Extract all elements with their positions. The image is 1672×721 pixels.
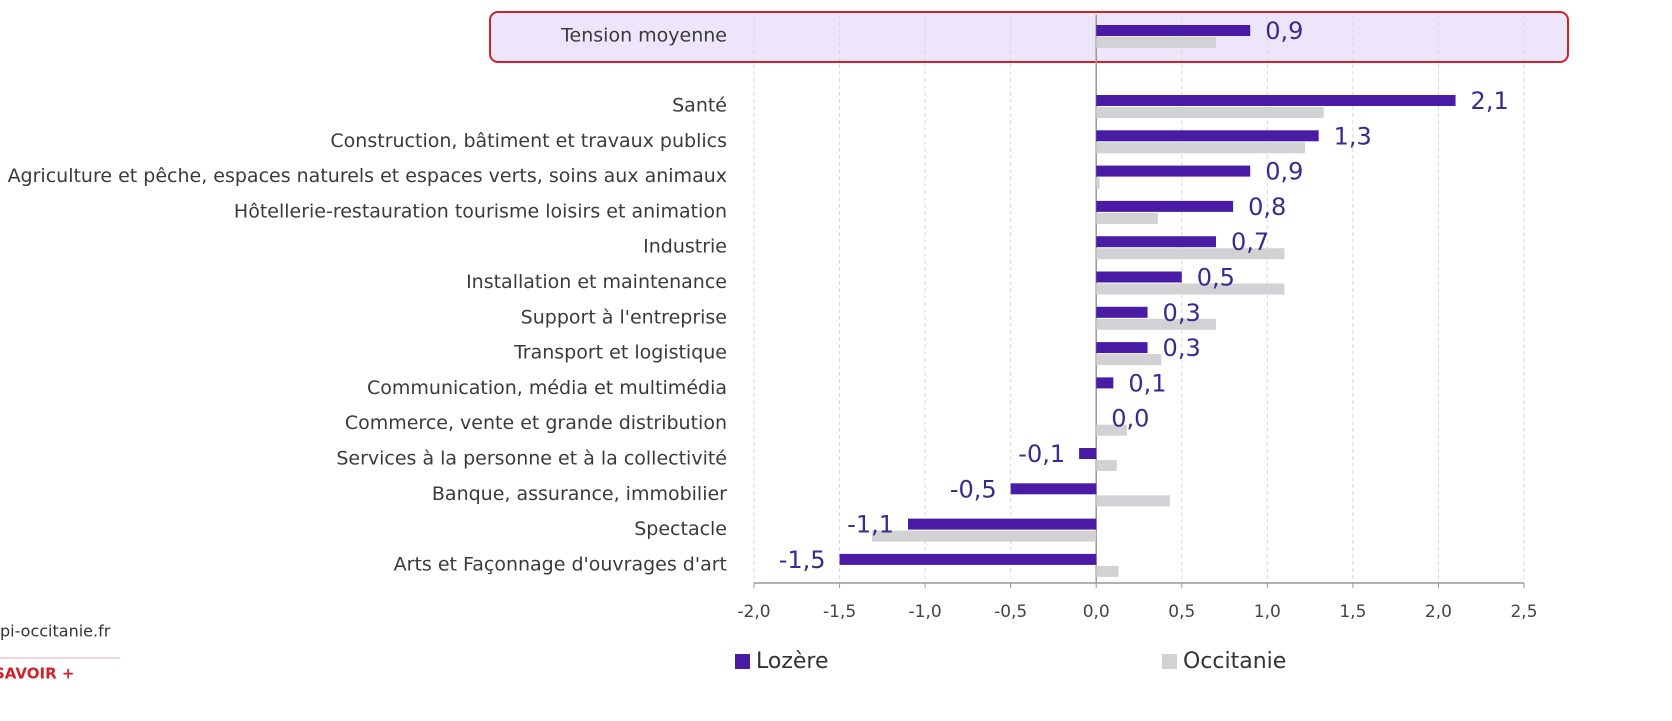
bar [1096,424,1128,436]
category-label: Construction, bâtiment et travaux public… [330,130,727,152]
value-label: -0,5 [950,475,997,503]
bar [1096,283,1285,295]
bar [908,518,1097,530]
x-tick-label: -2,0 [737,602,770,622]
bar [1096,212,1158,224]
value-label: 0,3 [1163,334,1201,362]
footer-site: pi-occitanie.fr [0,622,111,641]
x-tick-label: 0,0 [1083,602,1110,622]
value-label: 1,3 [1334,122,1372,150]
bar [1096,95,1456,106]
category-label: Support à l'entreprise [521,306,727,328]
legend-label: Lozère [756,649,829,674]
bar [1096,200,1234,212]
bar [1096,565,1119,577]
category-label: Tension moyenne [560,25,727,47]
x-tick-label: -0,5 [994,602,1027,622]
value-label: 0,0 [1111,405,1149,433]
highlight-box [489,11,1569,63]
bar [1096,318,1216,330]
value-label: 0,9 [1265,158,1303,186]
footer-link[interactable]: SAVOIR + [0,665,74,683]
bar [1010,483,1097,495]
category-label: Agriculture et pêche, espaces naturels e… [8,165,727,187]
legend-swatch [735,654,750,669]
x-tick-label: 2,0 [1425,602,1452,622]
bar [1096,107,1324,118]
value-label: 0,1 [1128,369,1166,397]
value-label: -1,5 [779,546,826,574]
value-label: -1,1 [847,511,894,539]
bar [1096,495,1170,507]
value-label: 0,3 [1163,299,1201,327]
bar [1096,130,1319,142]
category-label: Banque, assurance, immobilier [432,483,727,505]
category-label: Industrie [643,236,727,258]
value-label: 0,7 [1231,228,1269,256]
value-label: -0,1 [1018,440,1065,468]
footer-rule [0,657,120,659]
category-label: Hôtellerie-restauration tourisme loisirs… [234,200,727,222]
value-label: 0,8 [1248,193,1286,221]
bar [1096,354,1162,366]
bar [1096,342,1148,354]
bar [1096,177,1100,189]
category-label: Arts et Façonnage d'ouvrages d'art [394,553,727,575]
category-label: Commerce, vente et grande distribution [345,412,727,434]
x-tick-label: 2,5 [1510,602,1537,622]
value-label: 0,5 [1197,264,1235,292]
x-tick-label: 0,5 [1168,602,1195,622]
bar [1096,37,1216,48]
legend-label: Occitanie [1183,649,1286,674]
x-tick-label: 1,0 [1254,602,1281,622]
category-label: Santé [672,95,727,117]
x-tick-label: -1,0 [909,602,942,622]
bar [1096,377,1114,389]
bar [1079,448,1097,459]
bar [1096,25,1251,36]
bar [1096,460,1117,471]
category-label: Installation et maintenance [466,271,727,293]
bar [1096,306,1148,318]
x-tick-label: 1,5 [1339,602,1366,622]
bar [872,530,1097,542]
value-label: 2,1 [1471,87,1509,115]
bar [839,553,1097,565]
value-label: 0,9 [1265,17,1303,45]
bar [1096,236,1216,248]
bar [1096,271,1182,283]
bar [1096,165,1251,177]
category-label: Spectacle [634,518,727,540]
x-tick-label: -1,5 [823,602,856,622]
legend-swatch [1162,654,1177,669]
bar [1096,248,1285,260]
category-label: Transport et logistique [513,342,727,364]
category-label: Communication, média et multimédia [367,377,727,399]
category-label: Services à la personne et à la collectiv… [336,448,727,470]
bar [1096,142,1305,154]
